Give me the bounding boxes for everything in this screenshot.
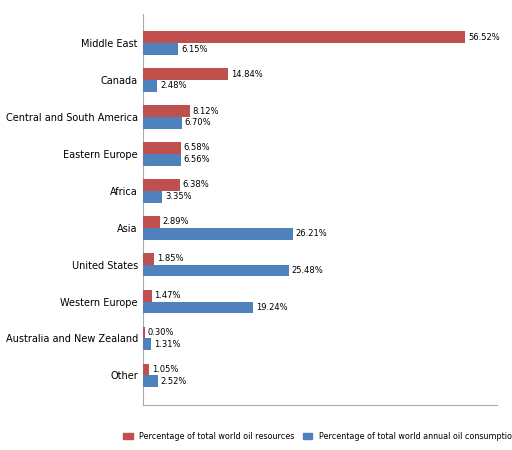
Bar	[143, 265, 289, 276]
Bar	[143, 154, 181, 166]
Text: 0.30%: 0.30%	[148, 328, 175, 337]
Text: 6.56%: 6.56%	[184, 155, 210, 164]
Bar	[143, 179, 180, 191]
Bar	[143, 375, 158, 387]
Bar	[143, 191, 162, 202]
Bar	[143, 32, 465, 43]
Text: 19.24%: 19.24%	[256, 303, 287, 312]
Text: 26.21%: 26.21%	[295, 229, 327, 238]
Bar	[143, 117, 182, 129]
Text: 6.58%: 6.58%	[184, 144, 210, 153]
Text: 1.47%: 1.47%	[155, 291, 181, 300]
Bar	[143, 80, 158, 92]
Text: 25.48%: 25.48%	[291, 266, 323, 275]
Text: 56.52%: 56.52%	[468, 33, 500, 42]
Text: 14.84%: 14.84%	[231, 70, 263, 79]
Bar	[143, 68, 228, 80]
Text: 1.05%: 1.05%	[152, 365, 179, 374]
Bar	[143, 338, 151, 350]
Text: 1.85%: 1.85%	[157, 254, 183, 263]
Bar	[143, 216, 160, 228]
Legend: Percentage of total world oil resources, Percentage of total world annual oil co: Percentage of total world oil resources,…	[120, 428, 512, 444]
Bar	[143, 290, 152, 302]
Text: 2.48%: 2.48%	[160, 81, 187, 90]
Bar	[143, 142, 181, 154]
Bar	[143, 105, 189, 117]
Text: 2.89%: 2.89%	[163, 217, 189, 226]
Text: 8.12%: 8.12%	[193, 107, 219, 116]
Bar	[143, 228, 293, 239]
Text: 1.31%: 1.31%	[154, 340, 180, 349]
Text: 6.15%: 6.15%	[181, 45, 208, 54]
Bar	[143, 364, 150, 375]
Text: 2.52%: 2.52%	[161, 377, 187, 386]
Text: 6.70%: 6.70%	[184, 118, 211, 127]
Bar	[143, 302, 253, 313]
Text: 6.38%: 6.38%	[183, 180, 209, 189]
Text: 3.35%: 3.35%	[165, 192, 192, 201]
Bar	[143, 253, 154, 265]
Bar	[143, 43, 178, 55]
Bar	[143, 327, 145, 338]
